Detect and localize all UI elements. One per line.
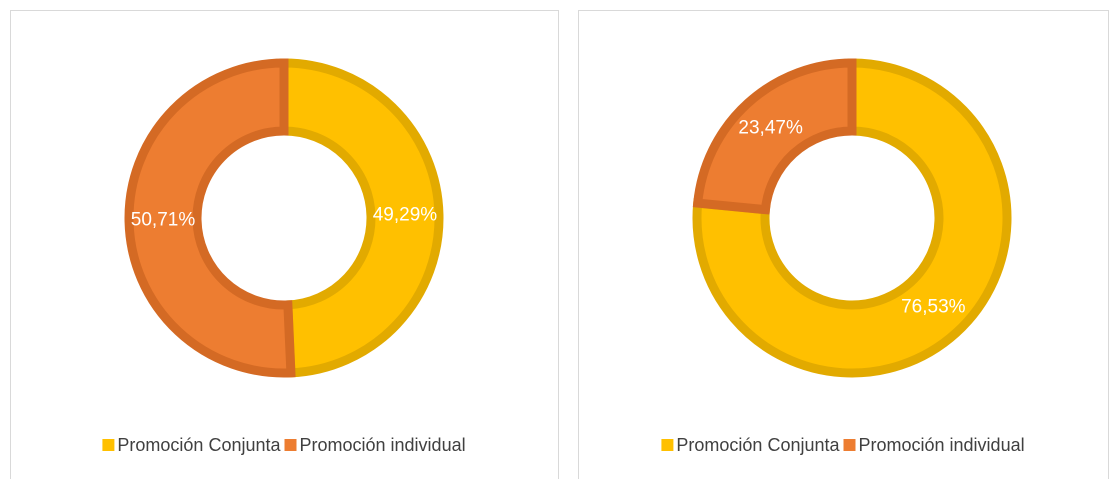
legend-label: Promoción individual [300,435,466,455]
data-label: 23,47% [738,117,803,138]
donut-slice [279,58,444,378]
data-label: 76,53% [901,297,966,318]
donut-slice [692,58,857,215]
data-label: 49,29% [373,204,438,225]
legend-label: Promoción Conjunta [117,435,281,455]
donut-slice [692,58,1012,378]
donut-slice [124,58,296,378]
legend-swatch [284,439,297,451]
legend-swatch [661,439,674,451]
legend-swatch [843,439,856,451]
legend-label: Promoción Conjunta [676,435,840,455]
legend-swatch [102,439,115,451]
legend-label: Promoción individual [859,435,1025,455]
data-label: 50,71% [131,210,196,231]
